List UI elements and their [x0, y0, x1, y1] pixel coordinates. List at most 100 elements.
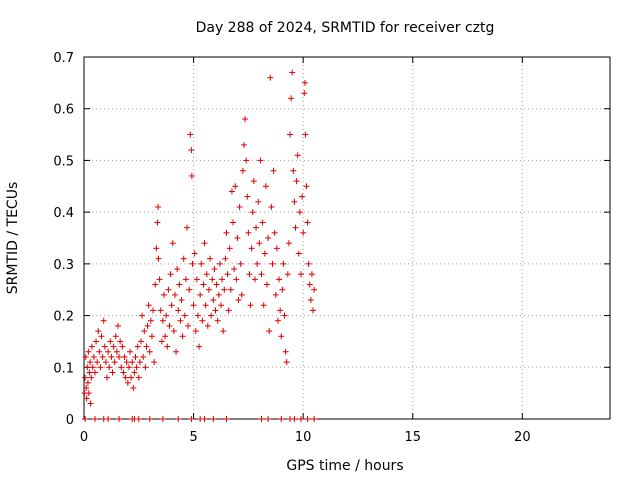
data-point — [203, 271, 210, 278]
x-tick-label: 5 — [189, 430, 197, 445]
data-point — [137, 338, 144, 345]
data-point — [145, 302, 152, 309]
data-point — [277, 307, 284, 314]
data-point — [269, 260, 276, 267]
data-point — [104, 374, 111, 381]
data-point — [258, 416, 265, 422]
data-point — [244, 193, 251, 200]
data-point — [117, 338, 124, 345]
data-point — [187, 131, 194, 138]
data-point — [111, 359, 118, 366]
data-point — [82, 374, 89, 381]
data-point — [301, 90, 308, 97]
data-point — [303, 183, 310, 190]
data-point — [156, 276, 163, 283]
data-point — [255, 198, 262, 205]
data-point — [113, 348, 120, 355]
y-tick-label: 0.1 — [53, 361, 74, 376]
data-point — [250, 178, 257, 185]
data-point — [251, 276, 258, 283]
data-point — [193, 276, 200, 283]
data-point — [105, 348, 112, 355]
data-point — [228, 188, 235, 195]
data-point — [159, 416, 166, 422]
data-point — [302, 131, 309, 138]
data-point — [306, 281, 313, 288]
data-point — [210, 297, 217, 304]
data-point — [97, 364, 104, 371]
data-point — [253, 224, 260, 231]
data-point — [311, 416, 318, 422]
data-point — [84, 364, 91, 371]
data-point — [82, 353, 89, 360]
data-point — [87, 400, 94, 407]
data-point — [212, 307, 219, 314]
data-point — [239, 167, 246, 174]
data-point — [282, 348, 289, 355]
data-point — [210, 416, 217, 422]
data-point — [300, 229, 307, 236]
data-point — [110, 343, 117, 350]
data-point — [130, 384, 137, 391]
data-point — [135, 416, 142, 422]
data-point — [194, 312, 201, 319]
data-point — [258, 271, 265, 278]
data-point — [98, 333, 105, 340]
data-point — [304, 219, 311, 226]
y-tick-label: 0.3 — [53, 258, 74, 273]
data-point — [257, 157, 264, 164]
data-point — [150, 307, 157, 314]
data-point — [299, 193, 306, 200]
data-point — [231, 266, 238, 273]
data-point — [305, 260, 312, 267]
data-point — [201, 416, 208, 422]
data-point — [162, 333, 169, 340]
chart-title: Day 288 of 2024, SRMTID for receiver czt… — [196, 20, 495, 36]
y-tick-label: 0.6 — [53, 103, 74, 118]
data-point — [119, 343, 126, 350]
data-point — [152, 281, 159, 288]
data-point — [227, 286, 234, 293]
data-point — [209, 276, 216, 283]
data-point — [310, 307, 317, 314]
x-tick-label: 15 — [404, 430, 421, 445]
y-tick-label: 0.5 — [53, 154, 74, 169]
data-point — [296, 209, 303, 216]
data-point — [214, 317, 221, 324]
data-point — [226, 245, 233, 252]
data-point — [188, 147, 195, 154]
x-tick-label: 0 — [80, 430, 88, 445]
data-point — [164, 343, 171, 350]
data-point — [232, 183, 239, 190]
data-point — [219, 276, 226, 283]
data-point — [220, 328, 227, 335]
data-point — [270, 167, 277, 174]
data-point — [238, 291, 245, 298]
data-point — [147, 317, 154, 324]
data-point — [307, 297, 314, 304]
data-point — [86, 369, 93, 376]
data-point — [243, 157, 250, 164]
data-point — [129, 359, 136, 366]
data-point — [154, 219, 161, 226]
data-point — [290, 167, 297, 174]
data-point — [146, 348, 153, 355]
data-point — [173, 348, 180, 355]
data-point — [167, 271, 174, 278]
data-point — [179, 333, 186, 340]
data-point — [256, 240, 263, 247]
data-point — [95, 328, 102, 335]
data-point — [124, 379, 131, 386]
data-point — [200, 281, 207, 288]
data-point — [106, 364, 113, 371]
data-point — [108, 353, 115, 360]
data-point — [311, 286, 318, 293]
data-point — [189, 260, 196, 267]
data-point — [247, 302, 254, 309]
data-point — [155, 203, 162, 210]
data-point — [273, 245, 280, 252]
data-point — [141, 328, 148, 335]
plot-frame — [83, 56, 611, 420]
data-point — [140, 353, 147, 360]
